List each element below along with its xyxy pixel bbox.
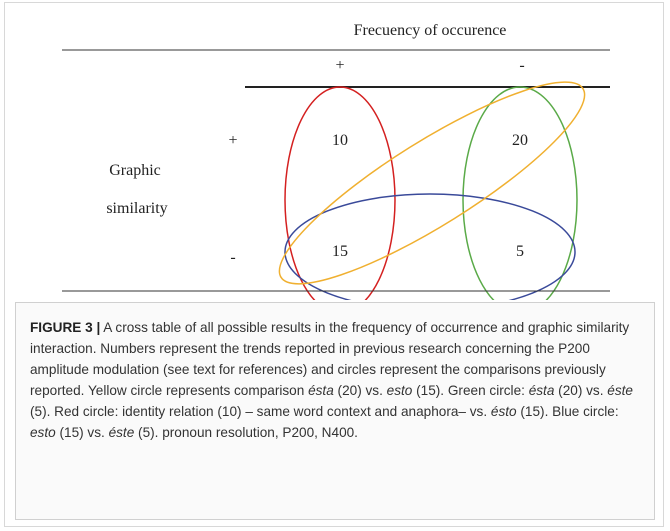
caption-italic: esto <box>386 383 413 398</box>
red-circle <box>284 86 396 300</box>
green-circle <box>462 86 578 300</box>
caption-italic: esto <box>30 425 56 440</box>
caption-text: (15) vs. <box>55 425 109 440</box>
row-header: similarity <box>106 200 167 217</box>
row-header: Graphic <box>109 162 161 179</box>
caption-italic: éste <box>108 425 135 440</box>
caption-italic: éste <box>607 383 633 398</box>
cell: 5 <box>516 243 524 260</box>
caption-text: (15). Green circle: <box>412 383 529 398</box>
caption-label: FIGURE 3 | <box>30 320 101 335</box>
caption-text: (20) vs. <box>333 383 387 398</box>
caption-italic: ésta <box>528 383 555 398</box>
caption-text: (20) vs. <box>554 383 608 398</box>
caption-italic: ésta <box>308 383 334 398</box>
caption-text: (15). Blue circle: <box>516 404 619 419</box>
yellow-circle <box>278 81 586 285</box>
row-label: - <box>230 249 235 266</box>
column-label: - <box>519 57 524 74</box>
caption-text: (5). pronoun resolution, P200, N400. <box>134 425 358 440</box>
figure-frame <box>4 2 664 527</box>
column-label: + <box>335 57 344 74</box>
caption-text: (5). Red circle: identity relation (10) … <box>30 404 491 419</box>
blue-circle <box>284 193 576 300</box>
caption-italic: ésto <box>490 404 517 419</box>
caption-text: A cross table of all possible results in… <box>30 320 630 398</box>
row-label: + <box>228 132 237 149</box>
figure: Frecuency of occurence + - Graphic simil… <box>62 22 610 300</box>
cell: 20 <box>512 132 528 149</box>
cell: 15 <box>332 243 348 260</box>
column-header: Frecuency of occurence <box>354 22 507 39</box>
cell: 10 <box>332 132 348 149</box>
caption: FIGURE 3 | A cross table of all possible… <box>15 302 655 520</box>
